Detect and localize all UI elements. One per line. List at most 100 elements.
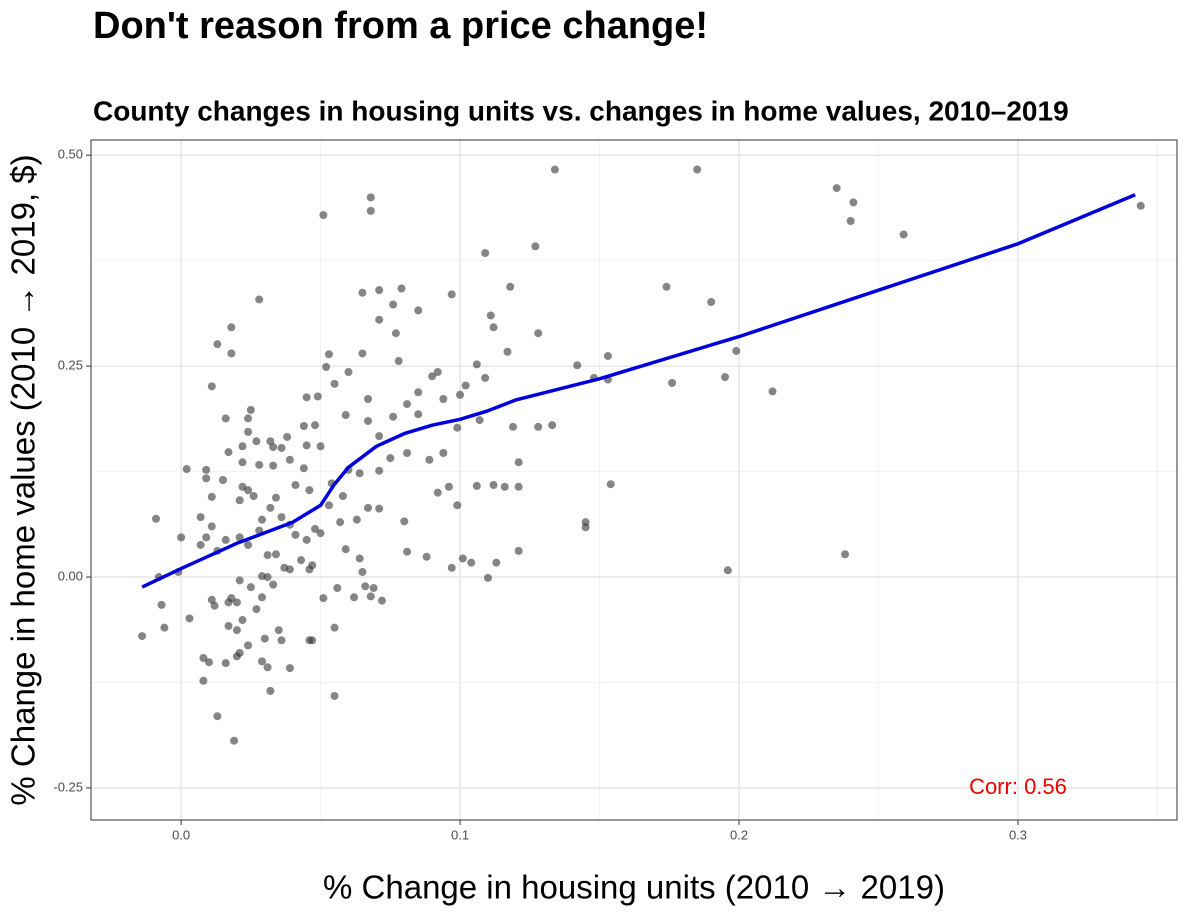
data-point: [768, 387, 777, 396]
data-point: [475, 416, 484, 425]
data-point: [391, 329, 400, 338]
data-point: [344, 368, 353, 377]
data-point: [386, 454, 395, 463]
data-point: [182, 465, 191, 474]
data-point: [366, 592, 375, 601]
data-point: [341, 545, 350, 554]
data-point: [841, 550, 850, 559]
data-point: [244, 540, 253, 549]
data-point: [252, 437, 261, 446]
data-point: [322, 362, 331, 371]
data-point: [274, 626, 283, 635]
data-point: [375, 286, 384, 295]
data-point: [721, 373, 730, 382]
data-point: [389, 412, 398, 421]
data-point: [299, 464, 308, 473]
data-point: [224, 598, 233, 607]
data-point: [403, 449, 412, 458]
data-point: [581, 523, 590, 532]
data-point: [832, 184, 841, 193]
data-point: [227, 349, 236, 358]
data-point: [277, 443, 286, 452]
data-point: [514, 546, 523, 555]
data-point: [668, 378, 677, 387]
data-point: [238, 442, 247, 451]
chart-title: Don't reason from a price change!: [93, 5, 708, 47]
data-point: [205, 658, 214, 667]
data-point: [218, 476, 227, 484]
data-point: [573, 361, 582, 370]
data-point: [196, 513, 205, 522]
data-point: [467, 558, 476, 567]
data-point: [277, 636, 286, 645]
data-point: [483, 573, 492, 582]
data-point: [375, 504, 384, 513]
data-point: [400, 517, 409, 526]
data-point: [506, 282, 515, 291]
data-point: [244, 414, 253, 423]
data-point: [157, 600, 166, 609]
data-point: [486, 311, 495, 320]
data-point: [244, 486, 253, 495]
data-point: [151, 514, 160, 523]
data-point: [311, 524, 320, 533]
data-point: [550, 165, 559, 174]
data-point: [336, 518, 345, 527]
data-point: [213, 340, 222, 349]
data-point: [266, 686, 275, 695]
data-point: [414, 410, 423, 419]
data-point: [324, 350, 333, 359]
y-tick-label: 0.00: [58, 568, 83, 583]
data-point: [514, 482, 523, 491]
data-point: [453, 423, 462, 432]
smooth-line: [141, 193, 1136, 589]
data-point: [603, 351, 612, 360]
data-point: [221, 535, 230, 544]
data-point: [319, 594, 328, 603]
data-point: [456, 390, 465, 399]
data-point: [606, 480, 615, 489]
data-point: [258, 515, 267, 524]
data-point: [271, 493, 280, 502]
data-point: [489, 481, 498, 490]
data-point: [246, 583, 255, 592]
data-point: [285, 455, 294, 464]
data-point: [352, 515, 361, 524]
data-point: [366, 193, 375, 202]
data-point: [207, 522, 216, 531]
data-point: [428, 372, 437, 381]
data-point: [244, 641, 253, 650]
data-point: [199, 676, 208, 685]
data-point: [397, 284, 406, 293]
data-point: [263, 551, 272, 560]
data-point: [269, 461, 278, 470]
data-point: [355, 469, 364, 478]
data-point: [280, 563, 289, 572]
data-point: [308, 636, 317, 645]
data-point: [258, 593, 267, 602]
data-point: [662, 282, 671, 291]
data-point: [263, 573, 272, 582]
data-point: [350, 593, 359, 602]
y-tick-label: 0.25: [58, 358, 83, 373]
data-point: [358, 288, 367, 297]
data-point: [458, 554, 467, 563]
data-point: [196, 540, 205, 549]
data-point: [472, 481, 481, 490]
data-point: [361, 582, 370, 591]
x-axis-label: % Change in housing units (2010 → 2019): [323, 869, 945, 906]
data-point: [221, 414, 230, 423]
data-point: [207, 492, 216, 501]
data-point: [548, 421, 557, 430]
data-point: [232, 626, 241, 635]
data-point: [433, 488, 442, 497]
data-point: [227, 323, 236, 332]
data-point: [271, 550, 280, 559]
data-point: [291, 530, 300, 539]
data-point: [224, 448, 233, 457]
y-axis-label: % Change in home values (2010 → 2019, $): [5, 154, 42, 805]
data-point: [269, 443, 278, 452]
data-point: [375, 315, 384, 324]
data-point: [285, 664, 294, 673]
